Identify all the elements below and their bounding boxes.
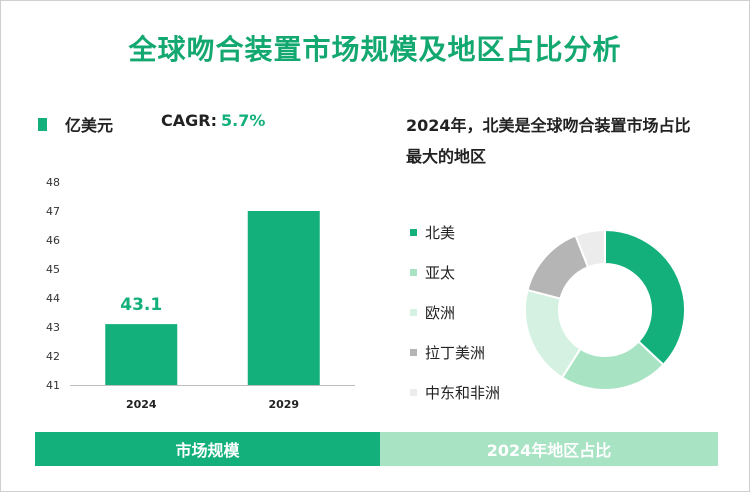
pie-legend-label: 拉丁美洲 xyxy=(425,343,486,362)
pie-legend-item: 欧洲 xyxy=(410,292,500,332)
bar-2024 xyxy=(105,324,178,385)
pie-legend-swatch xyxy=(410,348,417,356)
pie-legend-item: 亚太 xyxy=(410,252,500,292)
footer-market-size: 市场规模 xyxy=(35,432,380,466)
pie-legend-label: 北美 xyxy=(425,223,456,242)
pie-legend-label: 欧洲 xyxy=(425,303,456,322)
bar-data-label: 43.1 xyxy=(120,295,162,315)
cagr-text: CAGR: 5.7% xyxy=(161,111,265,130)
bar-chart: 41 42 43 44 45 46 47 48 2024 43.1 2029 xyxy=(46,176,355,411)
pie-legend: 北美亚太欧洲拉丁美洲中东和非洲 xyxy=(410,212,500,412)
pie-legend-label: 中东和非洲 xyxy=(425,383,501,402)
bar-legend-swatch xyxy=(38,117,47,131)
y-tick-label: 47 xyxy=(46,205,60,218)
x-tick-label: 2024 xyxy=(126,398,157,411)
x-tick-label: 2029 xyxy=(268,398,299,411)
footer-region-share: 2024年地区占比 xyxy=(380,432,718,466)
bar-2029 xyxy=(247,211,320,385)
y-tick-label: 41 xyxy=(46,379,60,392)
y-tick-label: 45 xyxy=(46,263,60,276)
cagr-label: CAGR: xyxy=(161,111,217,130)
pie-legend-swatch xyxy=(410,308,417,316)
pie-chart-title: 2024年，北美是全球吻合装置市场占比最大的地区 xyxy=(406,116,691,166)
pie-legend-swatch xyxy=(410,268,417,276)
donut-slice-0 xyxy=(604,228,686,367)
pie-legend-item: 拉丁美洲 xyxy=(410,332,500,372)
bar-legend: 亿美元 xyxy=(38,112,113,136)
y-tick-label: 44 xyxy=(46,292,60,305)
pie-legend-label: 亚太 xyxy=(425,263,456,282)
bar-legend-label: 亿美元 xyxy=(65,116,114,135)
y-tick-label: 43 xyxy=(46,321,60,334)
pie-legend-swatch xyxy=(410,228,417,236)
pie-legend-item: 中东和非洲 xyxy=(410,372,500,412)
pie-legend-swatch xyxy=(410,388,417,396)
y-tick-label: 46 xyxy=(46,234,60,247)
y-tick-label: 42 xyxy=(46,350,60,363)
page-title: 全球吻合装置市场规模及地区占比分析 xyxy=(128,33,622,66)
donut-chart xyxy=(524,228,686,391)
y-tick-label: 48 xyxy=(46,176,60,189)
donut-slice-4 xyxy=(574,228,606,269)
cagr-value: 5.7% xyxy=(220,111,266,130)
pie-legend-item: 北美 xyxy=(410,212,500,252)
